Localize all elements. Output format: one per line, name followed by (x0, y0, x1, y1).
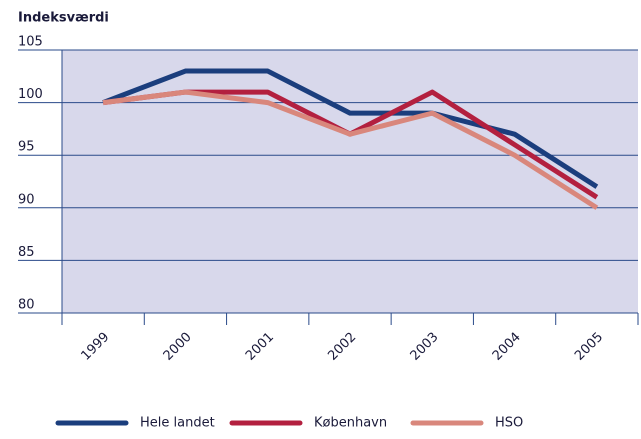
y-tick-label: 90 (18, 192, 35, 207)
y-tick-label: 100 (18, 87, 43, 102)
x-tick-label: 2003 (408, 330, 442, 364)
legend-label: København (314, 416, 387, 431)
x-tick-label: 1999 (78, 330, 112, 364)
y-tick-label: 80 (18, 298, 35, 313)
series-line (102, 68, 599, 189)
x-tick-label: 2000 (161, 330, 195, 364)
legend-label: Hele landet (140, 416, 215, 431)
x-tick-label: 2004 (490, 330, 524, 364)
y-tick-label: 105 (18, 35, 43, 50)
x-tick-label: 2005 (572, 330, 606, 364)
axis-title: Indeksværdi (18, 11, 109, 26)
y-tick-label: 95 (18, 140, 35, 155)
y-tick-label: 85 (18, 245, 35, 260)
series-line (102, 89, 599, 210)
legend-label: HSO (495, 416, 523, 431)
x-tick-label: 2001 (243, 330, 277, 364)
x-tick-label: 2002 (325, 330, 359, 364)
